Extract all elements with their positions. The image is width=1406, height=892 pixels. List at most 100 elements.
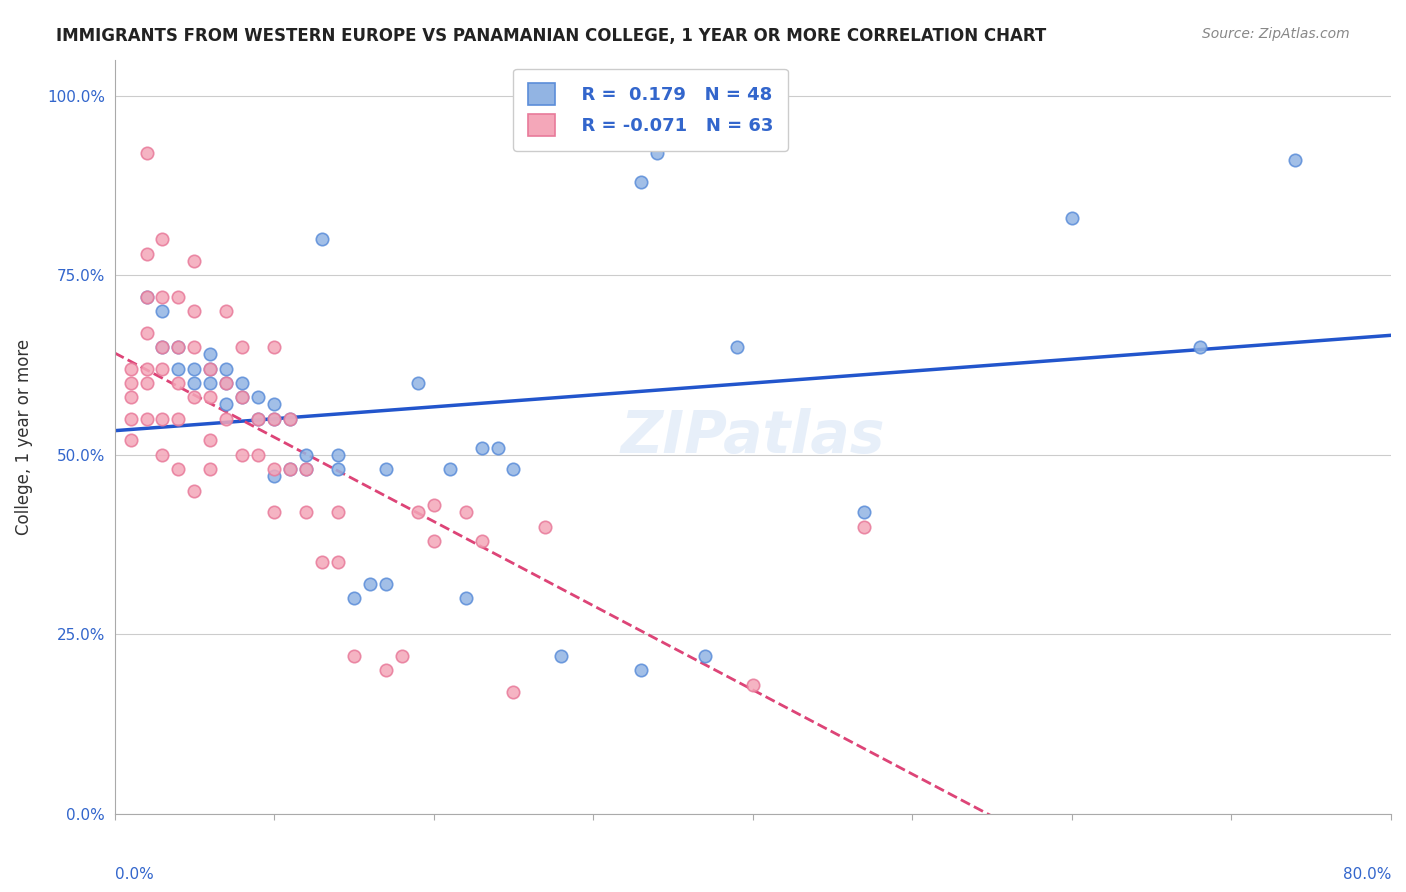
Point (311, 232, 333, 246)
Text: ZIPatlas: ZIPatlas (620, 409, 884, 466)
Point (215, 361, 238, 376)
Point (741, 677, 763, 691)
Point (152, 304, 174, 318)
Point (231, 340, 253, 354)
Point (167, 462, 190, 476)
Point (278, 412, 301, 426)
Point (247, 390, 270, 404)
Point (183, 376, 205, 390)
Point (152, 340, 174, 354)
Point (120, 390, 142, 404)
Point (247, 448, 270, 462)
Point (645, 146, 668, 161)
Point (135, 361, 157, 376)
Point (247, 412, 270, 426)
Point (374, 577, 396, 591)
Point (231, 390, 253, 404)
Point (231, 376, 253, 390)
Point (630, 663, 652, 677)
Point (135, 290, 157, 304)
Point (200, 361, 222, 376)
Point (278, 462, 301, 476)
Point (406, 505, 429, 519)
Point (215, 376, 238, 390)
Point (630, 175, 652, 189)
Point (183, 390, 205, 404)
Point (263, 412, 285, 426)
Point (374, 462, 396, 476)
Point (120, 434, 142, 448)
Point (486, 441, 509, 455)
Point (167, 340, 190, 354)
Point (152, 361, 174, 376)
Point (454, 591, 477, 606)
Point (200, 376, 222, 390)
Point (200, 390, 222, 404)
Point (231, 390, 253, 404)
Point (263, 505, 285, 519)
Point (183, 304, 205, 318)
Point (263, 340, 285, 354)
Point (135, 146, 157, 161)
Point (725, 340, 748, 354)
Point (167, 376, 190, 390)
Point (167, 290, 190, 304)
Point (439, 462, 461, 476)
Point (278, 462, 301, 476)
Point (167, 361, 190, 376)
Point (1284, 153, 1306, 168)
Point (278, 412, 301, 426)
Point (263, 462, 285, 476)
Point (120, 361, 142, 376)
Point (326, 462, 349, 476)
Text: 80.0%: 80.0% (1343, 867, 1391, 881)
Y-axis label: College, 1 year or more: College, 1 year or more (15, 339, 32, 535)
Point (167, 412, 190, 426)
Point (200, 462, 222, 476)
Point (135, 246, 157, 260)
Point (247, 412, 270, 426)
Point (152, 290, 174, 304)
Point (502, 685, 524, 699)
Point (215, 376, 238, 390)
Point (550, 648, 572, 663)
Point (326, 556, 349, 570)
Point (1060, 211, 1083, 225)
Point (471, 441, 494, 455)
Point (853, 505, 876, 519)
Point (200, 361, 222, 376)
Point (135, 412, 157, 426)
Point (167, 340, 190, 354)
Point (311, 556, 333, 570)
Point (326, 448, 349, 462)
Legend:   R =  0.179   N = 48,   R = -0.071   N = 63: R = 0.179 N = 48, R = -0.071 N = 63 (513, 69, 789, 151)
Point (231, 448, 253, 462)
Point (326, 505, 349, 519)
Point (422, 498, 444, 512)
Point (454, 505, 477, 519)
Text: IMMIGRANTS FROM WESTERN EUROPE VS PANAMANIAN COLLEGE, 1 YEAR OR MORE CORRELATION: IMMIGRANTS FROM WESTERN EUROPE VS PANAMA… (56, 27, 1046, 45)
Point (215, 304, 238, 318)
Point (406, 376, 429, 390)
Point (295, 462, 318, 476)
Point (152, 448, 174, 462)
Point (295, 505, 318, 519)
Point (263, 397, 285, 411)
Point (263, 469, 285, 483)
Point (135, 376, 157, 390)
Point (343, 591, 366, 606)
Point (120, 412, 142, 426)
Point (200, 347, 222, 361)
Point (152, 340, 174, 354)
Point (343, 648, 366, 663)
Point (502, 462, 524, 476)
Point (614, 88, 637, 103)
Point (853, 519, 876, 533)
Point (295, 448, 318, 462)
Point (200, 434, 222, 448)
Point (1188, 340, 1211, 354)
Point (152, 412, 174, 426)
Point (471, 533, 494, 548)
Point (263, 412, 285, 426)
Point (183, 483, 205, 498)
